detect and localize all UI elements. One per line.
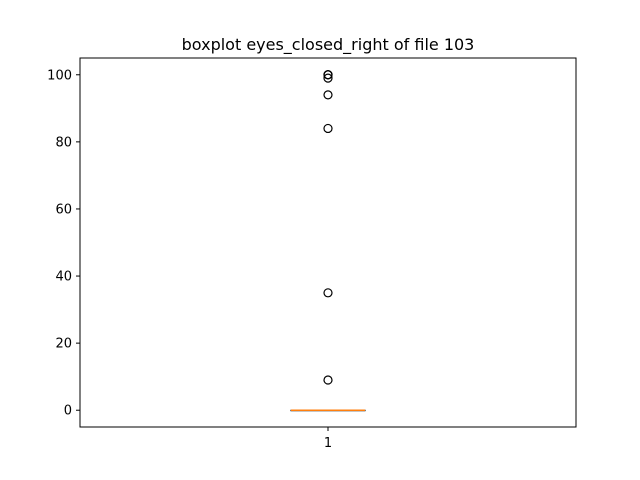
x-tick-label: 1 bbox=[324, 436, 332, 451]
y-axis: 0 20 40 60 80 100 bbox=[47, 68, 80, 419]
outlier-point bbox=[323, 90, 333, 100]
chart-title: boxplot eyes_closed_right of file 103 bbox=[182, 35, 475, 55]
y-tick-label: 80 bbox=[55, 135, 72, 150]
y-tick-label: 20 bbox=[55, 337, 72, 352]
outlier-point bbox=[323, 375, 333, 385]
y-tick-label: 60 bbox=[55, 202, 72, 217]
y-tick-label: 100 bbox=[47, 68, 72, 83]
outlier-point bbox=[323, 73, 333, 83]
x-axis: 1 bbox=[324, 427, 332, 451]
outlier-point bbox=[323, 288, 333, 298]
outlier-point bbox=[323, 70, 333, 80]
box-group bbox=[290, 70, 366, 412]
outlier-point bbox=[323, 123, 333, 134]
y-tick-label: 40 bbox=[55, 270, 72, 285]
plot-frame bbox=[79, 57, 577, 428]
y-tick-label: 0 bbox=[64, 404, 72, 419]
